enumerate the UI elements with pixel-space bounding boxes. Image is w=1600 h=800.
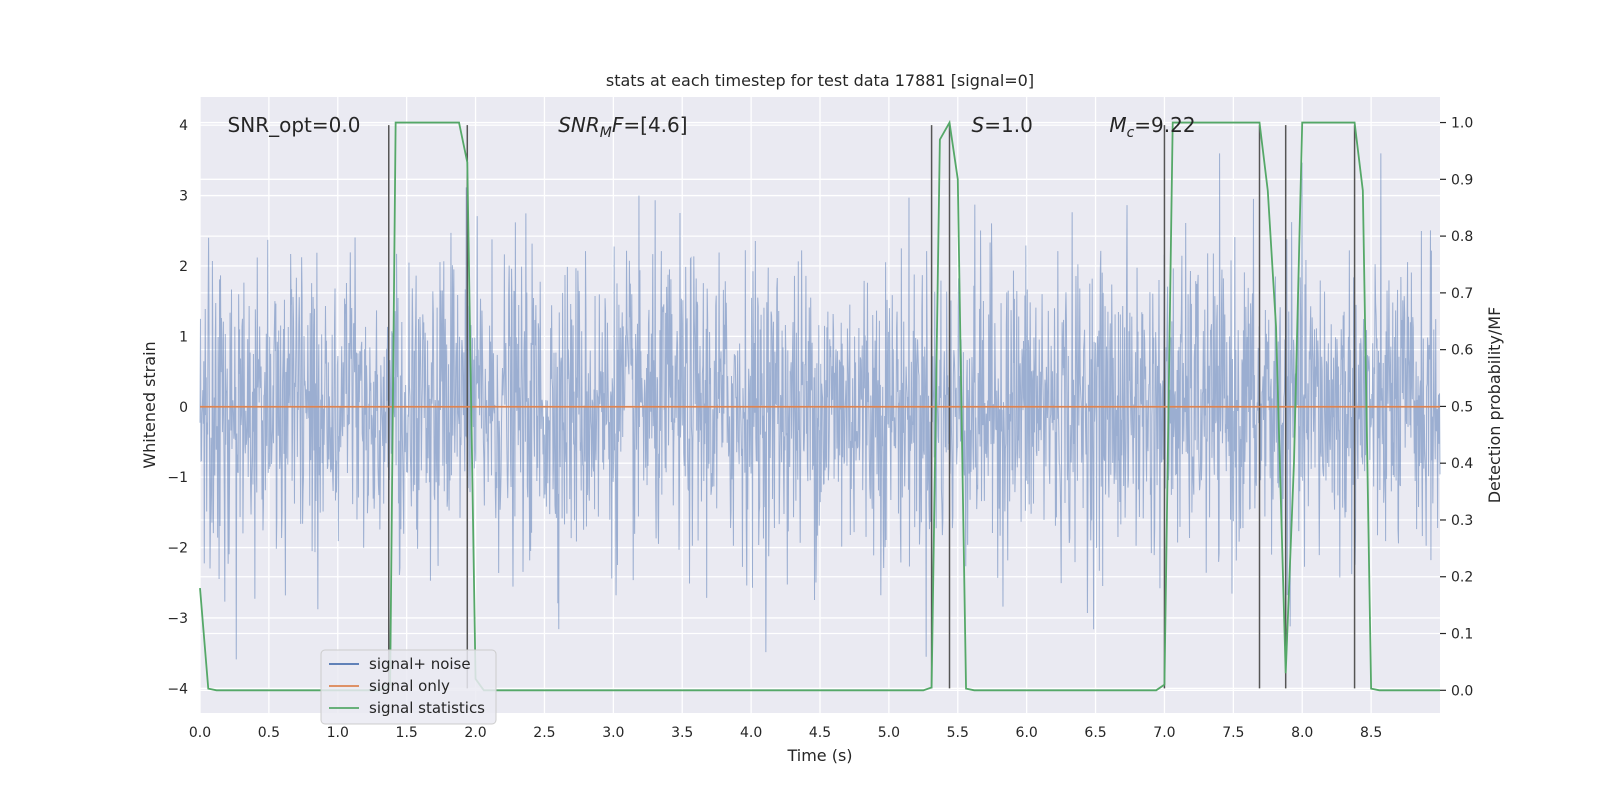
x-tick-label: 8.0 — [1291, 725, 1313, 741]
x-tick-label: 3.0 — [602, 725, 624, 741]
signal-statistics-line — [199, 119, 1440, 692]
x-tick-label: 7.0 — [1153, 725, 1175, 741]
annotation-label: SNRMF=[4.6] — [558, 113, 687, 141]
annotation-label: S=1.0 — [972, 113, 1033, 137]
y-tick-label: 2 — [179, 259, 188, 275]
legend-label: signal only — [369, 677, 450, 695]
y-right-tick-label: 0.6 — [1451, 343, 1473, 359]
x-tick-label: 0.5 — [258, 725, 280, 741]
y-tick-label: −2 — [167, 541, 188, 557]
chart-title: stats at each timestep for test data 178… — [606, 71, 1034, 90]
y-right-tick-label: 0.3 — [1451, 513, 1473, 529]
x-tick-label: 4.5 — [809, 725, 831, 741]
x-tick-label: 3.5 — [671, 725, 693, 741]
x-tick-label: 2.5 — [533, 725, 555, 741]
y-tick-label: −4 — [167, 681, 188, 697]
y-tick-label: 0 — [179, 400, 188, 416]
x-tick-label: 2.0 — [464, 725, 486, 741]
y-axis-label: Whitened strain — [140, 341, 159, 468]
legend: signal+ noise signal only signal statistic… — [320, 649, 497, 725]
y-right-tick-label: 0.7 — [1451, 286, 1473, 302]
y-right-tick-label: 0.2 — [1451, 570, 1473, 586]
x-tick-label: 8.5 — [1360, 725, 1382, 741]
y-tick-label: 1 — [179, 329, 188, 345]
x-tick-label: 6.0 — [1016, 725, 1038, 741]
x-tick-label: 6.5 — [1084, 725, 1106, 741]
annotation-label: SNR_opt=0.0 — [228, 113, 361, 137]
x-axis-label: Time (s) — [786, 746, 852, 765]
y-right-tick-label: 0.8 — [1451, 229, 1473, 245]
legend-label: signal+ noise — [369, 655, 471, 673]
x-tick-label: 0.0 — [189, 725, 211, 741]
y-tick-label: −3 — [167, 611, 188, 627]
y-tick-label: 3 — [179, 189, 188, 205]
x-tick-label: 1.5 — [396, 725, 418, 741]
y-right-tick-label: 0.4 — [1451, 456, 1473, 472]
y-tick-label: −1 — [167, 470, 188, 486]
y-axis-right-label: Detection probability/MF — [1485, 307, 1504, 504]
x-tick-label: 4.0 — [740, 725, 762, 741]
x-tick-label: 5.5 — [947, 725, 969, 741]
y-right-tick-label: 0.1 — [1451, 627, 1473, 643]
y-right-tick-label: 0.5 — [1451, 399, 1473, 415]
x-tick-label: 5.0 — [878, 725, 900, 741]
signal-noise-line — [199, 153, 1441, 660]
axis-ticks: 0.0 0.5 1.0 1.5 2.0 2.5 3.0 3.5 4.0 4.5 5.0 5.5 6.0 6… — [167, 116, 1473, 741]
legend-box — [320, 649, 497, 725]
y-right-tick-label: 0.9 — [1451, 172, 1473, 188]
series-lines — [199, 119, 1440, 692]
y-right-tick-label: 1.0 — [1451, 116, 1473, 132]
x-tick-label: 7.5 — [1222, 725, 1244, 741]
annotations: SNR_opt=0.0 SNRMF=[4.6] S=1.0 Mc=9.22 — [228, 113, 1196, 141]
x-tick-label: 1.0 — [327, 725, 349, 741]
annotation-label: Mc=9.22 — [1109, 113, 1195, 141]
signal-noise-series — [199, 153, 1441, 660]
y-tick-label: 4 — [179, 118, 188, 134]
y-right-tick-label: 0.0 — [1451, 683, 1473, 699]
legend-label: signal statistics — [369, 699, 485, 717]
